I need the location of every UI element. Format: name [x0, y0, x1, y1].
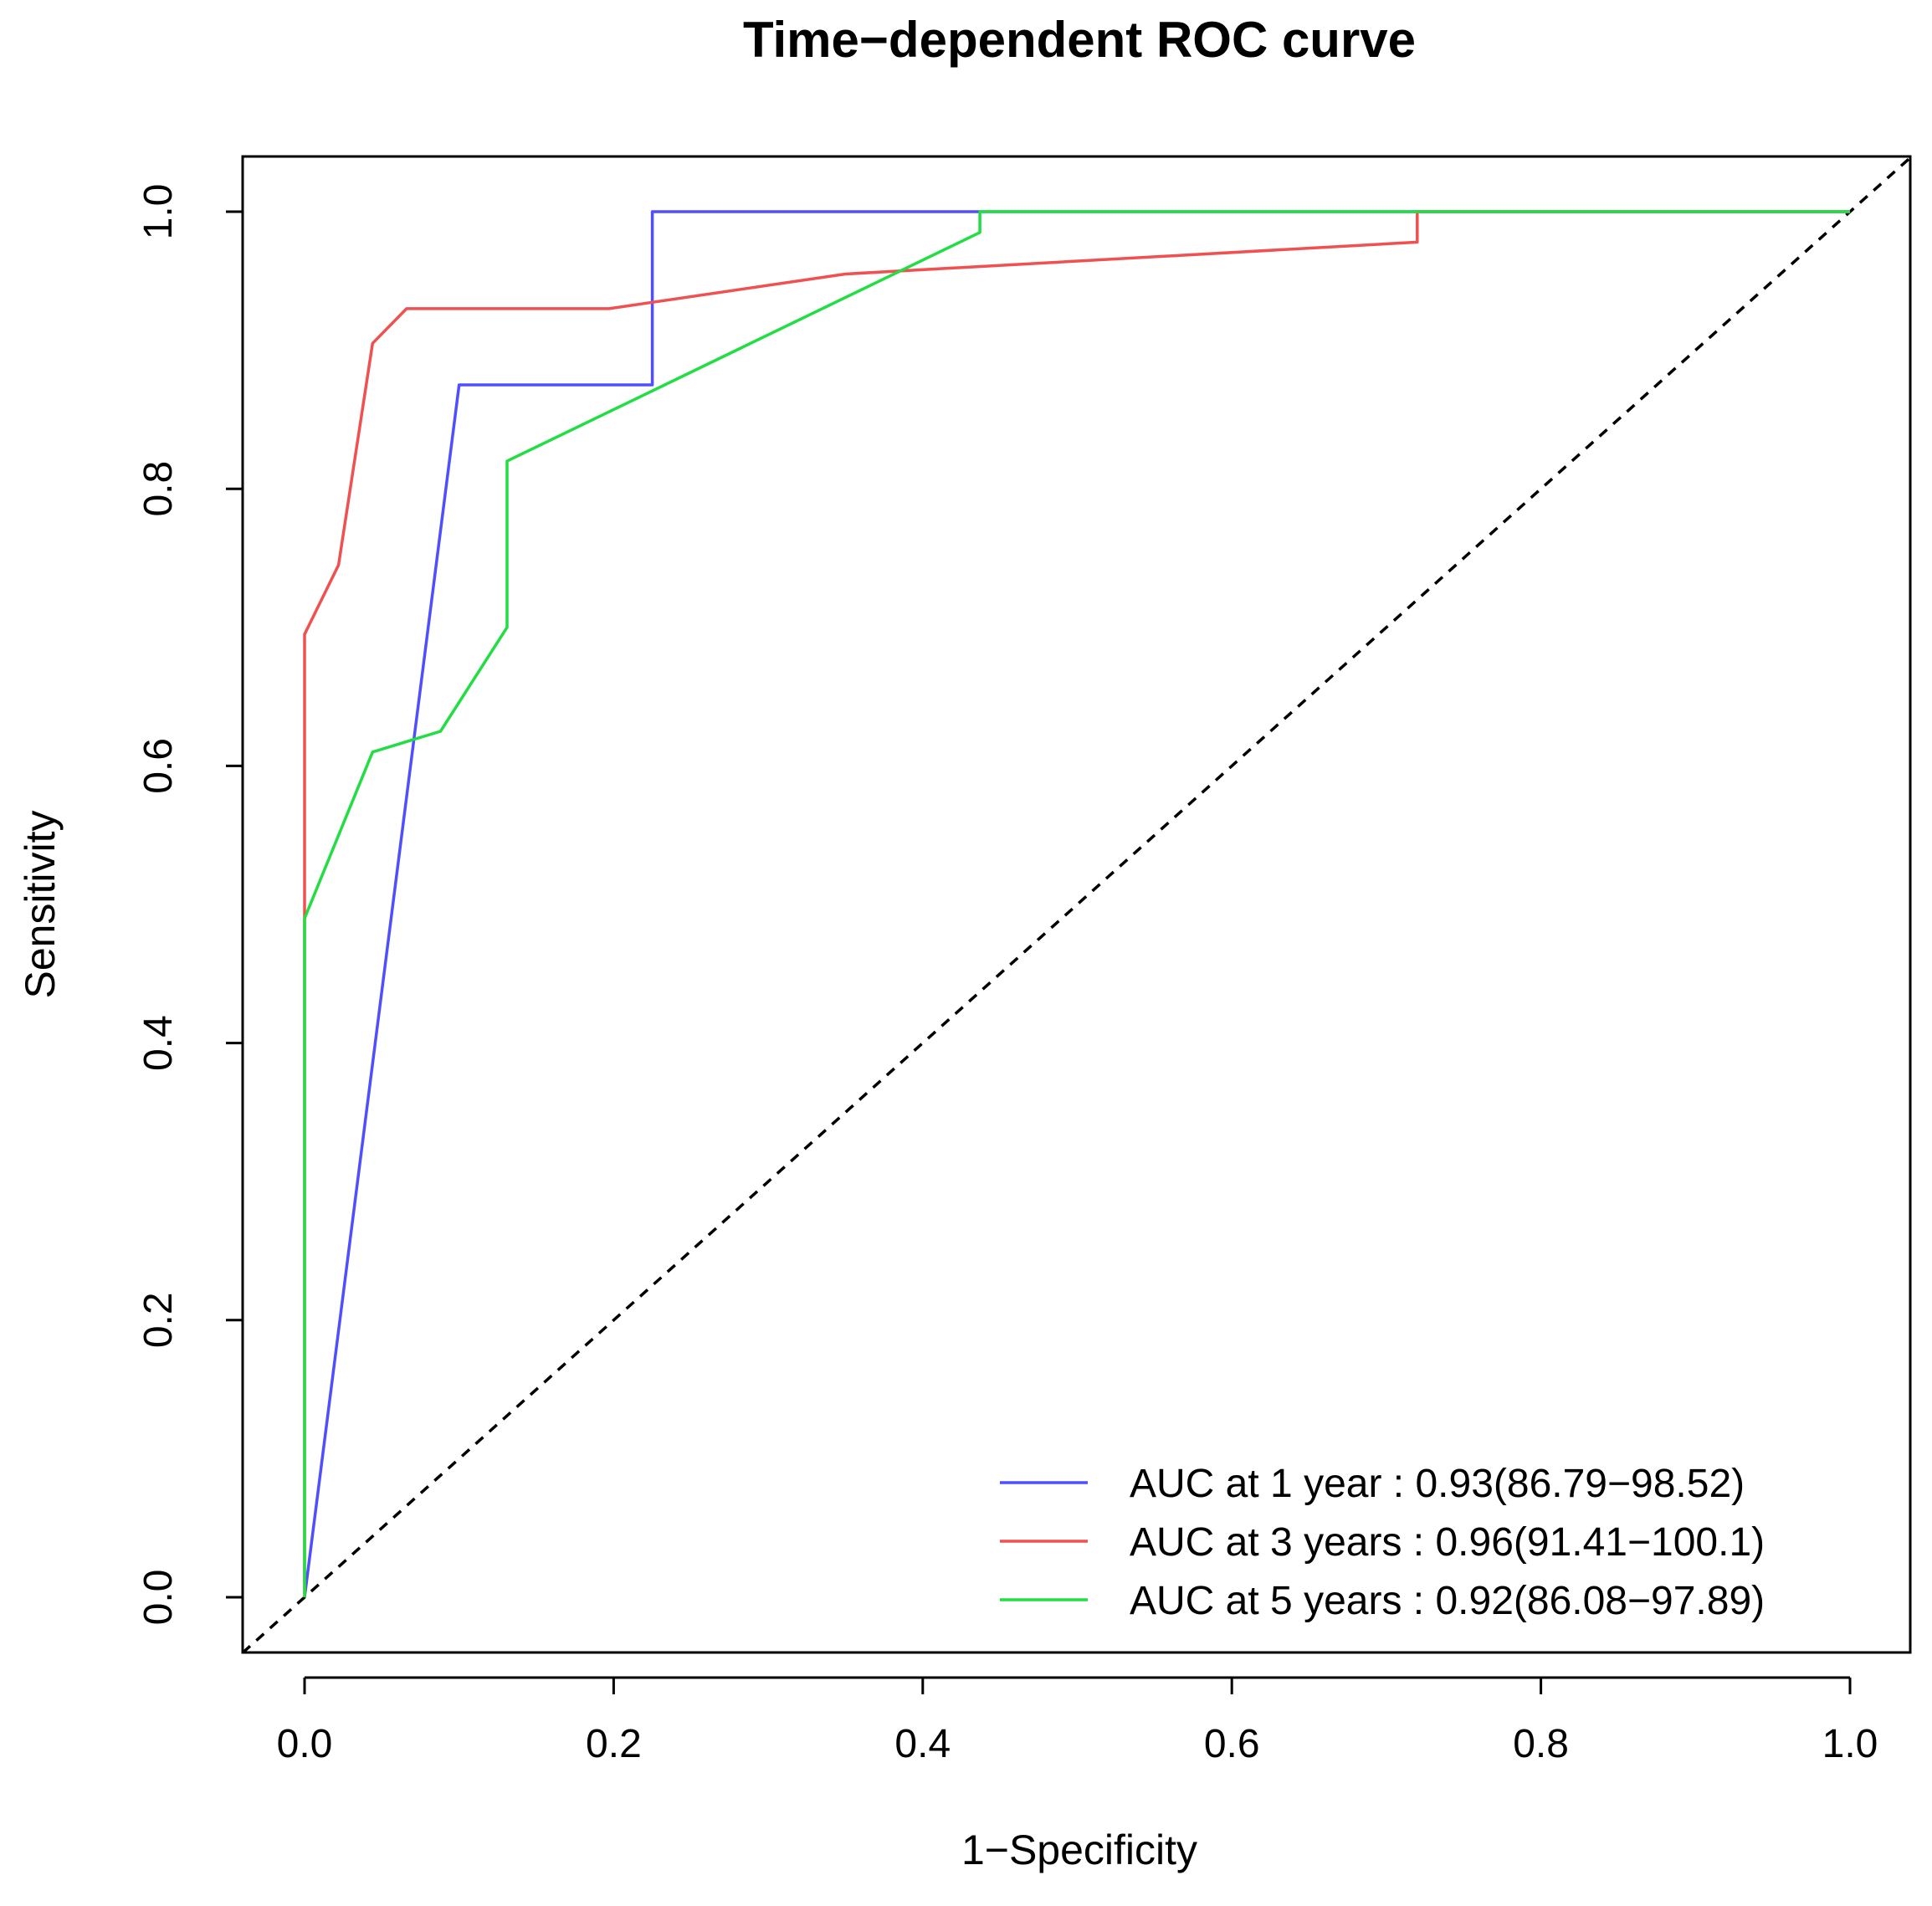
y-tick-label: 0.2	[136, 1292, 181, 1348]
roc-series-line-2	[303, 210, 1850, 1597]
legend-label-2: AUC at 3 years : 0.96(91.41−100.1)	[1130, 1520, 1765, 1565]
x-tick-label: 1.0	[1822, 1722, 1878, 1766]
y-tick-label: 0.6	[136, 738, 181, 794]
x-tick-label: 0.2	[586, 1722, 642, 1766]
legend-label-1: AUC at 1 year : 0.93(86.79−98.52)	[1130, 1462, 1745, 1506]
x-tick-label: 0.4	[894, 1722, 951, 1766]
legend-label-3: AUC at 5 years : 0.92(86.08−97.89)	[1130, 1579, 1765, 1623]
y-tick-label: 0.4	[136, 1015, 181, 1071]
roc-series-line-3	[303, 210, 1850, 1597]
x-tick-label: 0.8	[1513, 1722, 1569, 1766]
legend: AUC at 1 year : 0.93(86.79−98.52) AUC at …	[1000, 1462, 1765, 1623]
y-tick-label: 0.8	[136, 461, 181, 517]
x-tick-label: 0.6	[1204, 1722, 1260, 1766]
reference-diagonal-line	[241, 156, 1912, 1654]
y-axis-title: Sensitivity	[17, 810, 64, 998]
y-tick-label: 1.0	[136, 184, 181, 240]
chart-title: Time−dependent ROC curve	[743, 12, 1416, 68]
x-tick-label: 0.0	[277, 1722, 333, 1766]
x-axis-title: 1−Specificity	[961, 1827, 1197, 1873]
y-tick-label: 0.0	[136, 1570, 181, 1626]
